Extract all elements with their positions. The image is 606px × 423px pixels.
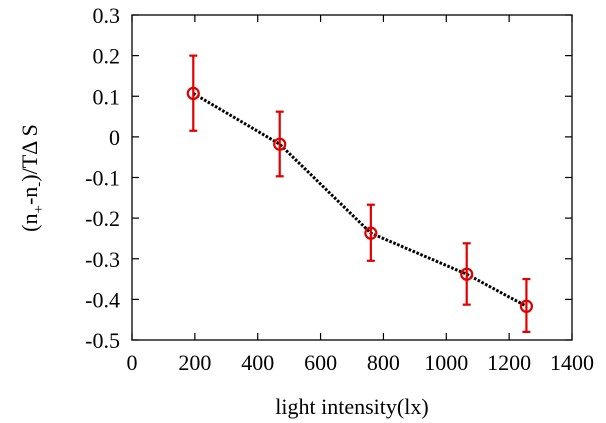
y-axis-title-sub-plus: + bbox=[31, 205, 47, 213]
y-axis-title-suffix: )/TΔ S bbox=[17, 124, 42, 182]
x-tick-label: 1000 bbox=[424, 350, 468, 375]
plot-frame bbox=[131, 14, 573, 341]
plot-border bbox=[131, 14, 573, 341]
y-tick-label: -0.3 bbox=[85, 247, 120, 272]
data-point bbox=[364, 226, 378, 240]
x-tick-label: 600 bbox=[304, 350, 337, 375]
error-bars bbox=[189, 54, 531, 333]
y-axis-title-sub-minus: - bbox=[31, 182, 47, 187]
data-point bbox=[460, 267, 474, 281]
y-axis-title: (n+-n-)/TΔ S bbox=[17, 124, 47, 232]
y-tick-label: -0.5 bbox=[85, 328, 120, 353]
y-axis-title-prefix: (n bbox=[17, 214, 42, 232]
data-points bbox=[186, 86, 534, 313]
x-tick-label: 1200 bbox=[487, 350, 531, 375]
series-lines bbox=[192, 92, 528, 308]
data-point bbox=[186, 86, 200, 101]
x-tick-label: 200 bbox=[178, 350, 211, 375]
ticks bbox=[131, 14, 573, 341]
y-tick-label: 0.3 bbox=[93, 3, 121, 28]
x-axis-title: light intensity(lx) bbox=[275, 394, 428, 419]
y-tick-label: -0.2 bbox=[85, 206, 120, 231]
x-tick-label: 1400 bbox=[550, 350, 594, 375]
y-axis-title-middle: -n bbox=[17, 187, 42, 205]
y-tick-label: -0.1 bbox=[85, 166, 120, 191]
data-point bbox=[519, 299, 534, 313]
y-tick-label: 0.2 bbox=[93, 44, 121, 69]
x-tick-label: 400 bbox=[241, 350, 274, 375]
y-tick-label: -0.4 bbox=[85, 287, 120, 312]
tick-labels: 0 200 400 600 800 1000 1200 1400 0.3 0.2 0.1 0 -0.1 -… bbox=[85, 3, 594, 375]
series-line bbox=[192, 92, 528, 308]
y-tick-label: 0.1 bbox=[93, 84, 121, 109]
y-tick-label: 0 bbox=[109, 125, 120, 150]
data-point bbox=[273, 137, 287, 151]
x-tick-label: 800 bbox=[367, 350, 400, 375]
x-tick-label: 0 bbox=[127, 350, 138, 375]
